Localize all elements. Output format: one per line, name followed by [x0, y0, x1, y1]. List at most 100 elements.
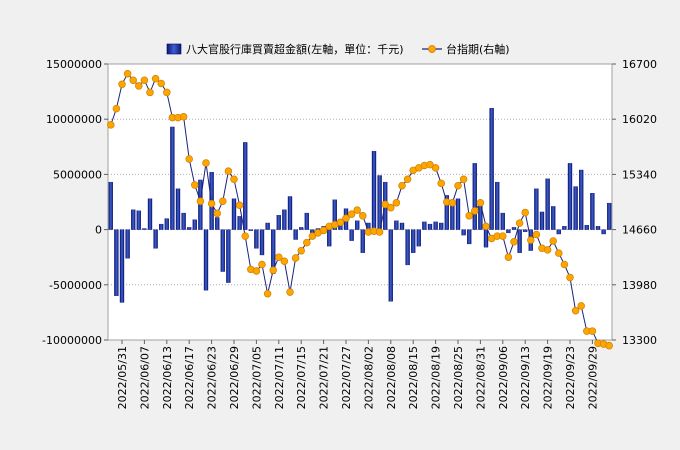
bar	[461, 229, 466, 236]
bar	[187, 227, 192, 230]
bar	[181, 212, 186, 230]
left-tick-label: 10000000	[46, 113, 102, 126]
legend-marker-icon	[428, 45, 436, 53]
line-point	[342, 214, 350, 222]
bar-series	[108, 108, 612, 303]
legend: 八大官股行庫買賣超金額(左軸，單位：千元) 台指期(右軸)	[166, 42, 510, 56]
bar	[595, 226, 601, 230]
line-point	[303, 238, 311, 247]
bar	[265, 222, 270, 230]
left-tick-label: 0	[95, 224, 102, 237]
line-point	[392, 199, 401, 207]
bar	[579, 169, 584, 230]
bar	[108, 181, 113, 230]
line-point	[454, 182, 462, 190]
line-point	[286, 288, 294, 296]
bar	[506, 229, 511, 234]
line-point	[230, 175, 238, 184]
bar	[444, 195, 449, 230]
x-tick-label: 2022/07/15	[295, 346, 308, 409]
right-tick-label: 14660	[622, 224, 657, 237]
right-tick-label: 15340	[622, 168, 657, 181]
bar	[293, 229, 298, 240]
x-tick-label: 2022/08/15	[407, 346, 420, 409]
x-axis: 2022/05/31 2022/06/07 2022/06/13 2022/06/17…	[116, 340, 599, 409]
line-point	[258, 260, 266, 269]
line-point	[510, 238, 518, 246]
line-point	[308, 232, 317, 240]
line-point	[219, 197, 227, 205]
line-point	[140, 76, 149, 84]
bar	[422, 221, 427, 230]
legend-line-label: 台指期(右軸)	[446, 42, 510, 56]
right-tick-label: 13980	[622, 279, 657, 292]
line-point	[555, 249, 563, 257]
x-tick-label: 2022/08/08	[385, 346, 398, 409]
bar	[489, 108, 494, 230]
line-point	[291, 254, 300, 262]
x-tick-label: 2022/07/05	[250, 346, 263, 409]
bar	[170, 126, 175, 230]
line-point	[224, 167, 233, 175]
bar	[192, 219, 197, 230]
line-point	[179, 113, 188, 121]
bar	[411, 229, 416, 253]
x-tick-label: 2022/07/21	[318, 346, 331, 409]
x-tick-label: 2022/09/29	[586, 346, 599, 409]
x-tick-label: 2022/06/23	[206, 346, 219, 409]
bar	[472, 163, 477, 230]
line-point	[515, 219, 524, 227]
line-point	[588, 327, 597, 335]
line-point	[448, 199, 457, 207]
bar	[439, 222, 444, 230]
bar	[355, 220, 360, 230]
bar	[511, 227, 517, 230]
bar	[327, 229, 332, 247]
line-point	[375, 228, 384, 236]
bar	[243, 142, 248, 230]
bar	[125, 229, 130, 259]
line-point	[577, 302, 585, 310]
line-point	[235, 201, 244, 209]
line-point	[347, 210, 356, 218]
bar	[142, 228, 147, 230]
line-point	[532, 230, 541, 239]
x-tick-label: 2022/08/25	[452, 346, 465, 409]
bar	[175, 188, 181, 230]
x-tick-label: 2022/06/17	[183, 346, 196, 409]
line-series	[107, 69, 613, 350]
bar	[203, 229, 209, 291]
bar	[399, 222, 405, 230]
bar	[215, 217, 220, 230]
line-point	[146, 88, 154, 97]
line-point	[549, 237, 557, 245]
x-tick-label: 2022/06/13	[161, 346, 174, 409]
line-point	[459, 175, 468, 184]
line-point	[566, 273, 574, 282]
line-point	[499, 232, 507, 240]
line-point	[252, 267, 261, 275]
bar	[584, 225, 589, 230]
line-point	[269, 266, 277, 274]
line-point	[163, 88, 171, 97]
bar	[237, 216, 242, 230]
bar	[377, 175, 382, 230]
x-tick-label: 2022/08/31	[474, 346, 487, 409]
line-point	[527, 236, 535, 244]
x-tick-label: 2022/09/13	[519, 346, 532, 409]
bar	[562, 226, 567, 230]
legend-bar-swatch	[166, 43, 182, 55]
bar	[534, 188, 539, 230]
x-tick-label: 2022/09/23	[564, 346, 577, 409]
bar	[607, 202, 612, 230]
line-point	[196, 197, 205, 205]
line-point	[241, 232, 249, 240]
bar	[248, 229, 253, 231]
line-point	[129, 76, 137, 84]
x-tick-label: 2022/07/27	[340, 346, 353, 409]
bar	[231, 198, 237, 230]
line-point	[571, 307, 580, 315]
line-point	[151, 74, 160, 83]
bar	[517, 229, 522, 253]
line-point	[476, 199, 485, 207]
